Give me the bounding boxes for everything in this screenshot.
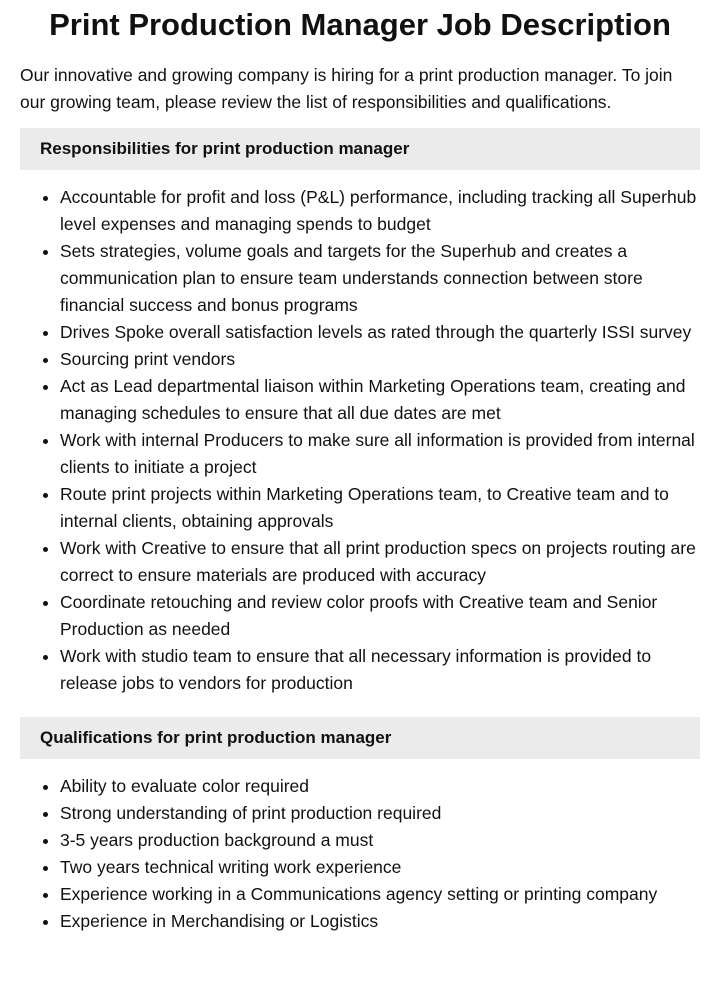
- list-item: Act as Lead departmental liaison within …: [60, 373, 700, 427]
- intro-text: Our innovative and growing company is hi…: [20, 65, 673, 112]
- page-title: Print Production Manager Job Description: [49, 7, 671, 42]
- list-item: Sets strategies, volume goals and target…: [60, 238, 700, 319]
- list-item: Experience working in a Communications a…: [60, 881, 700, 908]
- list-item: Accountable for profit and loss (P&L) pe…: [60, 184, 700, 238]
- qualifications-heading: Qualifications for print production mana…: [20, 717, 700, 759]
- list-item: Strong understanding of print production…: [60, 800, 700, 827]
- list-item: Sourcing print vendors: [60, 346, 700, 373]
- responsibilities-heading: Responsibilities for print production ma…: [20, 128, 700, 170]
- list-item: Two years technical writing work experie…: [60, 854, 700, 881]
- list-item: Ability to evaluate color required: [60, 773, 700, 800]
- list-item: Experience in Merchandising or Logistics: [60, 908, 700, 935]
- list-item: Coordinate retouching and review color p…: [60, 589, 700, 643]
- list-item: 3-5 years production background a must: [60, 827, 700, 854]
- list-item: Drives Spoke overall satisfaction levels…: [60, 319, 700, 346]
- list-item: Route print projects within Marketing Op…: [60, 481, 700, 535]
- list-item: Work with studio team to ensure that all…: [60, 643, 700, 697]
- list-item: Work with Creative to ensure that all pr…: [60, 535, 700, 589]
- responsibilities-list: Accountable for profit and loss (P&L) pe…: [20, 184, 700, 697]
- list-item: Work with internal Producers to make sur…: [60, 427, 700, 481]
- qualifications-list: Ability to evaluate color requiredStrong…: [20, 773, 700, 935]
